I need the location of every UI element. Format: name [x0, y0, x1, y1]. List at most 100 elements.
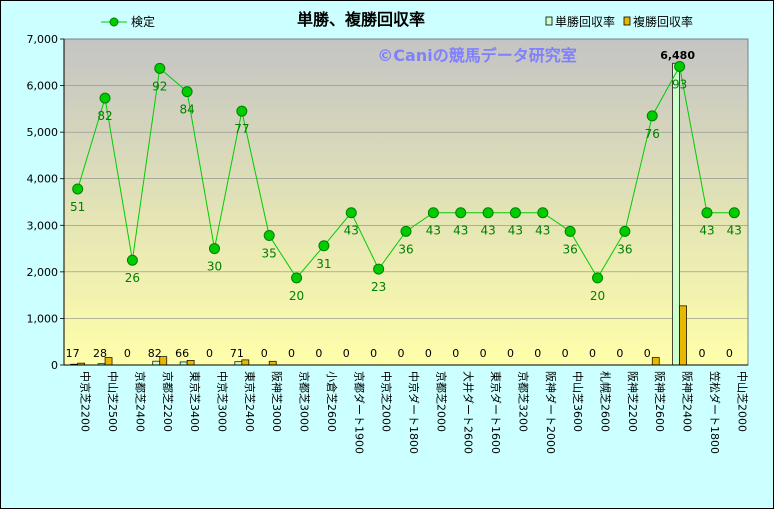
- legend-swatch-win: [545, 16, 553, 26]
- x-tick-label: 阪神芝2600: [653, 371, 667, 432]
- bar-win-value: 17: [66, 347, 80, 360]
- bar-win-value: 0: [616, 347, 623, 360]
- x-tick-label: 京都ダート1900: [352, 371, 366, 454]
- x-tick-label: 大井ダート2600: [462, 371, 476, 454]
- line-point-label: 43: [727, 224, 742, 238]
- x-tick-label: 中山芝2500: [106, 371, 119, 432]
- x-tick-label: 京都芝2200: [161, 371, 175, 432]
- line-point-label: 43: [344, 224, 359, 238]
- bar-win-value: 6,480: [660, 49, 695, 62]
- chart-title: 単勝、複勝回収率: [297, 10, 425, 29]
- line-point-label: 93: [672, 77, 687, 91]
- line-point: [400, 225, 412, 237]
- x-tick-label: 阪神芝3000: [270, 371, 284, 432]
- line-point-label: 36: [617, 242, 632, 256]
- bar-place: [241, 359, 250, 366]
- bar-win-value: 71: [230, 347, 244, 360]
- y-tick-label: 2,000: [27, 266, 59, 279]
- line-point-label: 36: [563, 242, 578, 256]
- line-point: [236, 105, 248, 117]
- x-tick-label: 阪神芝2400: [681, 371, 695, 432]
- bar-win-value: 0: [507, 347, 514, 360]
- line-point-label: 43: [426, 224, 441, 238]
- line-point: [482, 207, 494, 219]
- bar-win-value: 0: [452, 347, 459, 360]
- line-point-label: 23: [371, 280, 386, 294]
- line-point: [126, 254, 138, 266]
- x-tick-label: 中京ダート1800: [407, 371, 421, 454]
- bar-win-value: 0: [534, 347, 541, 360]
- bar-win-value: 0: [288, 347, 295, 360]
- x-tick-label: 阪神ダート2000: [544, 371, 558, 454]
- x-tick-label: 京都芝2000: [434, 371, 448, 432]
- x-tick-label: 京都芝3200: [516, 371, 530, 432]
- bar-win-value: 0: [124, 347, 131, 360]
- line-point: [537, 207, 549, 219]
- x-tick-label: 阪神芝2200: [626, 371, 640, 432]
- bar-win-value: 0: [206, 347, 213, 360]
- line-point: [701, 207, 713, 219]
- line-point: [427, 207, 439, 219]
- watermark: ©Caniの競馬データ研究室: [377, 46, 576, 65]
- line-point-label: 26: [125, 271, 140, 285]
- x-tick-label: 中京芝2200: [79, 371, 93, 432]
- bar-place: [186, 359, 195, 366]
- x-tick-label: 中京芝3000: [215, 371, 229, 432]
- line-point-label: 43: [535, 224, 550, 238]
- legend-label-place: 複勝回収率: [633, 14, 693, 29]
- y-tick-label: 7,000: [27, 33, 59, 46]
- line-point-label: 43: [508, 224, 523, 238]
- bar-win-value: 0: [480, 347, 487, 360]
- bar-place: [679, 305, 687, 366]
- x-tick-label: 東京ダート1600: [489, 371, 503, 454]
- bar-win-value: 0: [398, 347, 405, 360]
- x-axis: 中京芝2200 中山芝2500 京都芝2400 京都芝2200 東京芝3400 中京芝30…: [64, 364, 748, 454]
- line-point: [619, 225, 631, 237]
- line-point: [728, 207, 740, 219]
- line-point: [263, 230, 275, 242]
- line-point: [345, 207, 357, 219]
- bar-win-value: 0: [589, 347, 596, 360]
- y-tick-label: 1,000: [27, 312, 59, 325]
- x-tick-label: 中山芝2000: [735, 371, 748, 432]
- line-point-label: 82: [97, 109, 112, 123]
- bar-win-value: 0: [698, 347, 705, 360]
- x-tick-label: 中京芝2000: [380, 371, 394, 432]
- y-axis: 0 1,000 2,000 3,000 4,000 5,000 6,000 7,000: [27, 33, 65, 372]
- line-point: [592, 272, 604, 284]
- bar-win-value: 0: [644, 347, 651, 360]
- bar-place: [651, 357, 660, 366]
- line-point-label: 30: [207, 260, 222, 274]
- line-point-label: 31: [316, 257, 331, 271]
- bar-win-value: 0: [726, 347, 733, 360]
- line-point: [455, 207, 467, 219]
- line-point-label: 76: [645, 127, 660, 141]
- legend-swatch-place: [623, 16, 631, 26]
- line-point: [564, 225, 576, 237]
- line-point-label: 51: [70, 200, 85, 214]
- y-tick-label: 5,000: [27, 126, 59, 139]
- line-point-label: 77: [234, 122, 249, 136]
- bar-win-value: 66: [175, 347, 189, 360]
- line-point-label: 84: [179, 103, 194, 117]
- line-point-label: 20: [590, 289, 605, 303]
- line-point-label: 35: [262, 247, 277, 261]
- bar-win-value: 0: [315, 347, 322, 360]
- line-point: [291, 272, 303, 284]
- x-tick-label: 小倉芝2600: [325, 371, 339, 432]
- legend-label-win: 単勝回収率: [555, 14, 615, 29]
- x-tick-label: 中山芝3600: [571, 371, 584, 432]
- line-series: 51 82 26 92 84 30 77 35 20 31 43 23 36 43 43 43 43 43 36 20…: [70, 60, 742, 303]
- legend-marker-icon: [109, 17, 119, 27]
- line-point: [99, 92, 111, 104]
- x-tick-label: 札幌芝2600: [599, 371, 613, 432]
- x-tick-label: 東京芝2400: [243, 371, 257, 432]
- line-point-label: 92: [152, 79, 167, 93]
- plot-area: [63, 38, 749, 366]
- line-point-label: 20: [289, 289, 304, 303]
- bar-place: [268, 360, 277, 366]
- line-point: [72, 183, 84, 195]
- y-tick-label: 3,000: [27, 219, 59, 232]
- line-point: [318, 240, 330, 252]
